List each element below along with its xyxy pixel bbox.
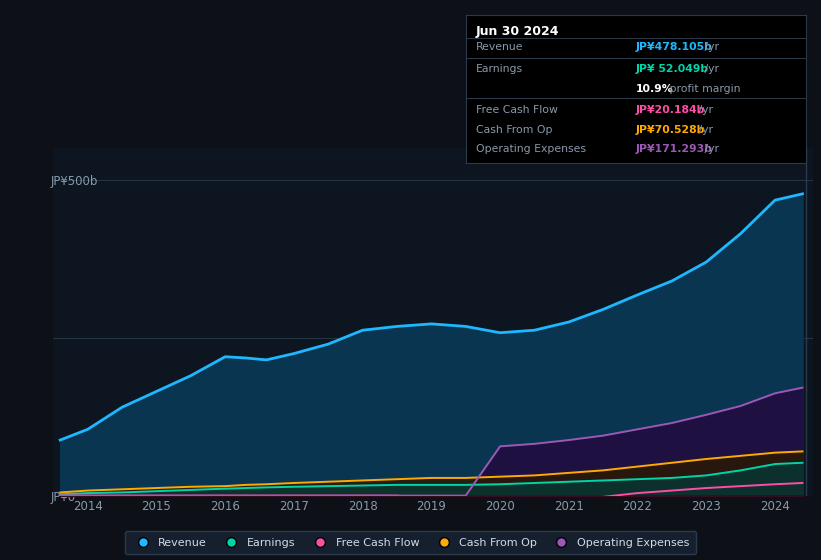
Text: Free Cash Flow: Free Cash Flow xyxy=(475,105,557,115)
Text: JP¥171.293b: JP¥171.293b xyxy=(635,144,713,154)
Text: Operating Expenses: Operating Expenses xyxy=(475,144,585,154)
Text: Earnings: Earnings xyxy=(475,64,523,74)
Text: /yr: /yr xyxy=(701,41,719,52)
Text: JP¥20.184b: JP¥20.184b xyxy=(635,105,705,115)
Text: /yr: /yr xyxy=(701,144,719,154)
Legend: Revenue, Earnings, Free Cash Flow, Cash From Op, Operating Expenses: Revenue, Earnings, Free Cash Flow, Cash … xyxy=(125,531,696,554)
Text: /yr: /yr xyxy=(695,124,713,134)
Text: Cash From Op: Cash From Op xyxy=(475,124,553,134)
Text: /yr: /yr xyxy=(695,105,713,115)
Text: 10.9%: 10.9% xyxy=(635,84,673,94)
Text: JP¥70.528b: JP¥70.528b xyxy=(635,124,705,134)
Text: profit margin: profit margin xyxy=(666,84,741,94)
Text: JP¥478.105b: JP¥478.105b xyxy=(635,41,713,52)
Text: JP¥ 52.049b: JP¥ 52.049b xyxy=(635,64,709,74)
Text: Revenue: Revenue xyxy=(475,41,523,52)
Text: Jun 30 2024: Jun 30 2024 xyxy=(475,25,559,39)
Text: /yr: /yr xyxy=(701,64,719,74)
